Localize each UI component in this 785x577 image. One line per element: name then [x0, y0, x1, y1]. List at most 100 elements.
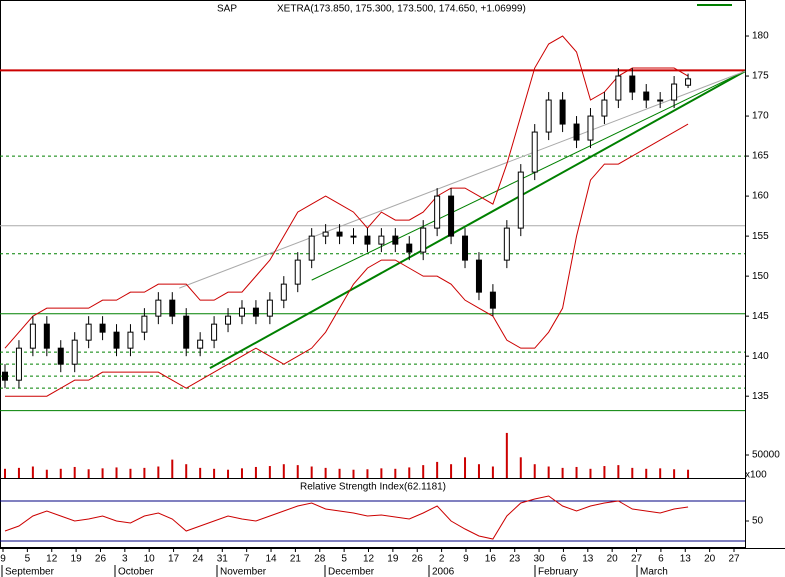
candle-body	[420, 227, 427, 253]
volume-tick-label: 50000	[752, 450, 780, 461]
trendline	[179, 70, 746, 289]
candle-body	[378, 235, 385, 245]
candle-body	[71, 339, 78, 365]
month-label: February	[538, 567, 578, 577]
candle-body	[392, 235, 399, 245]
candle-body	[294, 259, 301, 285]
candle-body	[57, 347, 64, 365]
month-label: September	[5, 567, 55, 577]
x-tick-label: 19	[387, 554, 399, 565]
candle-body	[643, 91, 650, 101]
candle-body	[2, 371, 8, 381]
x-tick-label: 17	[168, 554, 180, 565]
candle-body	[573, 123, 580, 141]
candle-body	[29, 323, 36, 349]
y-tick-label: 150	[752, 271, 769, 282]
x-tick-label: 5	[341, 554, 347, 565]
candle-body	[169, 299, 176, 317]
candle-body	[280, 283, 287, 301]
y-tick-label: 155	[752, 231, 769, 242]
x-tick-label: 9	[463, 554, 469, 565]
candle-body	[364, 235, 371, 245]
candle-body	[308, 235, 315, 261]
x-tick-label: 28	[314, 554, 326, 565]
x-tick-label: 6	[658, 554, 664, 565]
candle-body	[462, 235, 469, 261]
candle-body	[99, 323, 106, 333]
x-tick-label: 27	[631, 554, 643, 565]
y-tick-label: 140	[752, 351, 769, 362]
y-tick-label: 160	[752, 191, 769, 202]
candle-body	[475, 259, 482, 293]
candle-body	[266, 299, 273, 317]
y-tick-label: 165	[752, 151, 769, 162]
trendline	[209, 70, 746, 370]
candle-body	[155, 299, 162, 317]
x-tick-label: 12	[363, 554, 375, 565]
trendline	[311, 70, 746, 281]
x-tick-label: 27	[728, 554, 740, 565]
x-tick-label: 5	[25, 554, 31, 565]
x-tick-label: 13	[680, 554, 692, 565]
candle-body	[322, 231, 329, 237]
candle-body	[252, 307, 259, 317]
rsi-title: Relative Strength Index(62.1181)	[300, 482, 446, 493]
candle-body	[629, 75, 636, 93]
candle-body	[517, 171, 524, 229]
candle-body	[238, 307, 245, 317]
candle-body	[615, 75, 622, 101]
x-tick-label: 6	[561, 554, 567, 565]
candle-body	[685, 78, 692, 86]
candle-body	[489, 291, 496, 309]
bollinger-band	[5, 123, 689, 397]
candle-body	[113, 331, 120, 349]
candle-body	[183, 315, 190, 349]
bollinger-band	[4, 35, 689, 349]
x-tick-label: 21	[290, 554, 302, 565]
y-tick-label: 170	[752, 111, 769, 122]
candle-body	[225, 315, 232, 325]
rsi-title-bg	[298, 481, 444, 492]
candle-body	[141, 315, 148, 333]
candle-body	[15, 347, 22, 381]
x-tick-label: 19	[71, 554, 83, 565]
rsi-tick-label: 50	[752, 516, 764, 527]
candle-body	[350, 235, 357, 238]
candle-body	[503, 227, 510, 261]
month-label: 2006	[432, 567, 455, 577]
candle-body	[601, 99, 608, 117]
chart-subtitle: XETRA(173.850, 175.300, 173.500, 174.650…	[277, 4, 526, 15]
candle-body	[434, 195, 441, 229]
x-tick-label: 26	[412, 554, 424, 565]
candle-body	[406, 243, 413, 253]
candle-body	[559, 99, 566, 125]
x-tick-label: 31	[217, 554, 229, 565]
y-tick-label: 145	[752, 311, 769, 322]
candle-body	[127, 331, 134, 349]
month-label: March	[640, 567, 668, 577]
candle-body	[85, 323, 92, 341]
x-tick-label: 23	[509, 554, 521, 565]
candle-body	[545, 99, 552, 133]
candle-body	[336, 231, 343, 237]
candle-body	[43, 323, 50, 349]
x-tick-label: 3	[122, 554, 128, 565]
candle-body	[197, 339, 204, 349]
x-tick-label: 7	[244, 554, 250, 565]
x-tick-label: 16	[485, 554, 497, 565]
candle-body	[587, 115, 594, 141]
x-tick-label: 24	[192, 554, 204, 565]
volume-unit: x100	[745, 470, 767, 481]
y-tick-label: 175	[752, 71, 769, 82]
y-tick-label: 180	[752, 31, 769, 42]
candle-body	[671, 83, 678, 101]
month-label: November	[220, 567, 267, 577]
x-tick-label: 30	[534, 554, 546, 565]
x-tick-label: 12	[46, 554, 58, 565]
chart-title: SAP	[217, 4, 237, 15]
x-tick-label: 9	[0, 554, 6, 565]
candle-body	[211, 323, 218, 341]
month-label: December	[328, 567, 375, 577]
rsi-line	[4, 495, 689, 540]
